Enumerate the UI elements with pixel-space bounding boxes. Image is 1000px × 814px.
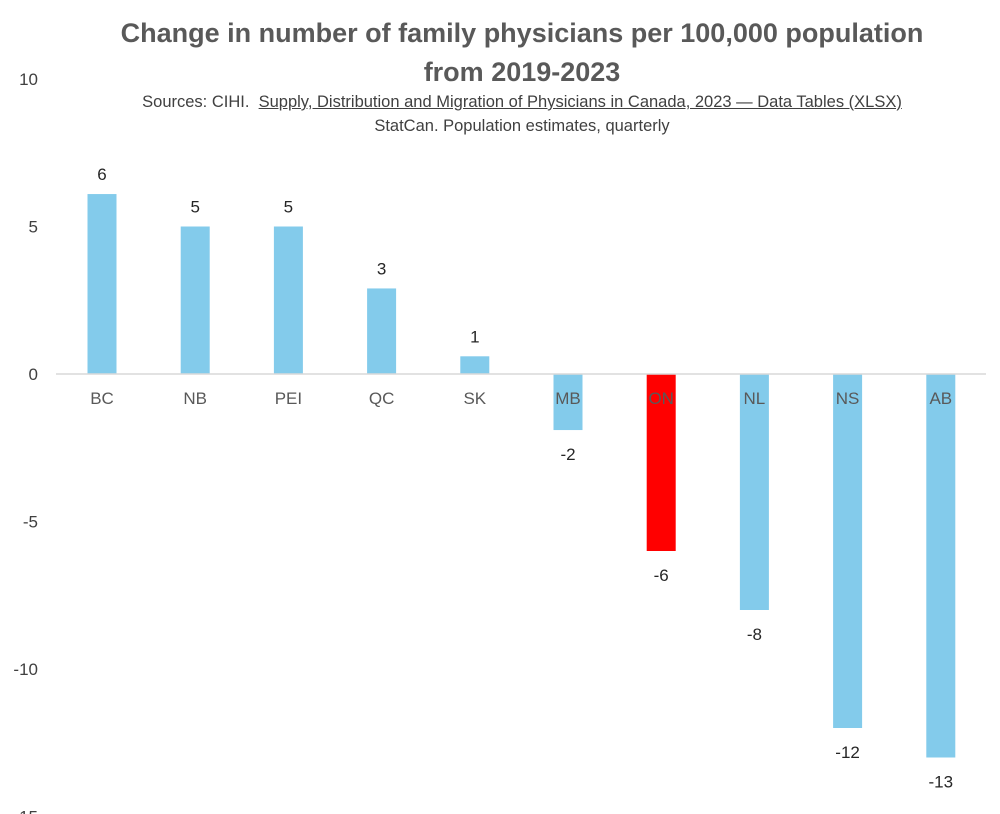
bar-pei [273, 226, 303, 374]
x-tick-label: SK [463, 389, 486, 408]
x-tick-label: MB [555, 389, 581, 408]
bar-on [646, 374, 676, 551]
data-label: -6 [654, 566, 669, 585]
x-tick-label: BC [90, 389, 114, 408]
source-link[interactable]: Supply, Distribution and Migration of Ph… [258, 93, 902, 111]
y-tick-label: -10 [13, 660, 38, 679]
data-label: -2 [560, 445, 575, 464]
bar-qc [367, 288, 397, 374]
y-tick-label: 0 [29, 365, 38, 384]
source-prefix: Sources: CIHI. [142, 93, 250, 111]
data-label: 6 [97, 165, 106, 184]
bar-mb [553, 374, 583, 431]
chart-source-line2: StatCan. Population estimates, quarterly [374, 117, 670, 135]
bar-bc [87, 194, 117, 374]
y-tick-label: 10 [19, 70, 38, 89]
x-tick-label: NL [744, 389, 766, 408]
data-label: -8 [747, 625, 762, 644]
chart-title-line1: Change in number of family physicians pe… [120, 18, 924, 48]
x-tick-label: AB [929, 389, 952, 408]
bar-nl [739, 374, 769, 610]
data-label: 1 [470, 327, 479, 346]
chart-source-line1: Sources: CIHI. Supply, Distribution and … [60, 92, 984, 112]
data-label: -13 [929, 773, 954, 792]
data-label: 5 [284, 198, 293, 217]
x-tick-label: NS [836, 389, 860, 408]
x-tick-label: QC [369, 389, 395, 408]
bar-sk [460, 356, 490, 374]
data-label: 3 [377, 259, 386, 278]
data-label: -12 [835, 743, 860, 762]
y-tick-label: -15 [13, 808, 38, 814]
bar-nb [180, 226, 210, 374]
y-tick-label: 5 [29, 218, 38, 237]
data-label: 5 [190, 198, 199, 217]
chart-title-line2: from 2019-2023 [423, 57, 621, 87]
x-tick-label: NB [183, 389, 207, 408]
bar-ab [926, 374, 956, 758]
x-tick-label: PEI [275, 389, 302, 408]
y-tick-label: -5 [23, 513, 38, 532]
bar-ns [833, 374, 863, 728]
x-tick-label: ON [648, 389, 674, 408]
